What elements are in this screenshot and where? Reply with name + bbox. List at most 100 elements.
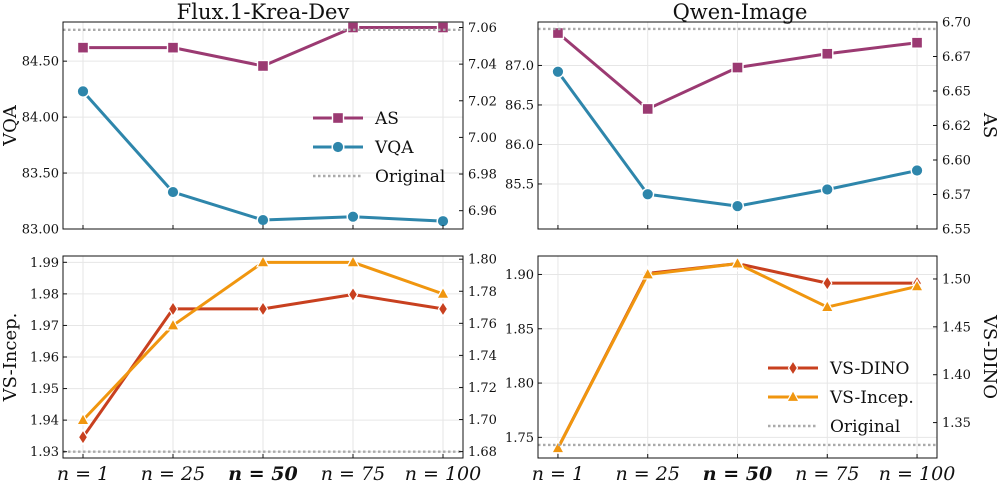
qwen-top-right-tick-label: 6.60 (942, 154, 971, 169)
qwen-bottom-legend-vs-incep-marker (785, 389, 801, 403)
flux-bottom-series-vs-dino-point-1 (77, 429, 89, 446)
flux-bottom-panel: 1.93 1.94 1.95 1.96 1.97 1.98 1.99 1.68 1.70 1.72… (0, 253, 497, 485)
flux-bottom-left-tick-label: 1.96 (30, 351, 59, 366)
qwen-top-series-as-point-5 (910, 36, 924, 49)
flux-bottom-series-vs-dino-point-2 (167, 300, 179, 318)
flux-bottom-series-vs-incep-point-1 (75, 412, 91, 426)
flux-top-series-as-point-1 (76, 41, 90, 54)
flux-top-series-as-point-3 (256, 59, 270, 73)
flux-top-legend-as-marker (331, 111, 345, 125)
flux-bottom-right-tick-label: 1.68 (468, 445, 497, 460)
flux-bottom-left-tick-label: 1.98 (30, 287, 59, 302)
flux-top-right-tick-label: 7.04 (468, 58, 497, 73)
qwen-bottom-legend-vs-dino-label: VS-DINO (829, 359, 909, 379)
qwen-bottom-right-tick-label: 1.40 (942, 368, 971, 383)
qwen-top-right-axis-label: AS (979, 112, 997, 138)
qwen-bottom-right-axis-label: VS-DINO (979, 314, 997, 399)
qwen-bottom-x-tick-label: n = 50 (703, 463, 772, 485)
qwen-top-left-tick-label: 87.0 (505, 59, 534, 74)
flux-bottom-series-vs-dino-point-3 (257, 300, 269, 318)
flux-bottom-series-vs-dino-point-4 (347, 286, 359, 303)
qwen-bottom-series-vs-incep-point-3 (730, 255, 745, 269)
flux-top-series-vqa-point-2 (166, 185, 180, 199)
flux-top-legend-vqa-label: VQA (374, 138, 414, 158)
qwen-bottom-series-vs-incep-point-4 (820, 299, 835, 313)
qwen-top-series-as-point-4 (821, 47, 834, 60)
flux-bottom-series-vs-dino-point-5 (437, 300, 449, 318)
flux-top-left-tick-label: 84.00 (22, 111, 59, 126)
flux-bottom-left-tick-label: 1.94 (30, 414, 59, 429)
flux-bottom-x-tick-label: n = 100 (405, 463, 482, 485)
qwen-top-left-tick-label: 85.5 (505, 177, 534, 192)
qwen-bottom-left-tick-label: 1.75 (505, 431, 534, 446)
flux-bottom-series-vs-incep-point-4 (345, 254, 361, 268)
flux-top-title: Flux.1-Krea-Dev (177, 0, 350, 24)
flux-top-right-tick-label: 7.00 (468, 131, 497, 146)
flux-top-series-as-point-5 (436, 21, 450, 34)
qwen-top-right-tick-label: 6.70 (942, 16, 971, 31)
flux-bottom-right-tick-label: 1.78 (468, 285, 497, 300)
qwen-bottom-right-tick-label: 1.45 (942, 320, 971, 335)
qwen-top-series-vqa-point-5 (910, 164, 924, 178)
flux-top-left-tick-label: 83.50 (22, 167, 59, 182)
flux-top-right-tick-label: 6.96 (468, 204, 497, 219)
flux-bottom-left-tick-label: 1.93 (30, 445, 59, 460)
qwen-top-series-vqa-point-3 (731, 199, 745, 213)
qwen-bottom-legend: VS-DINO VS-Incep. Original (768, 359, 914, 437)
flux-bottom-left-axis-label: VS-Incep. (0, 313, 21, 403)
flux-top-series-as-point-2 (166, 41, 180, 54)
flux-bottom-right-tick-label: 1.70 (468, 413, 497, 428)
flux-bottom-right-tick-label: 1.76 (468, 317, 497, 332)
flux-top-right-tick-label: 7.06 (468, 21, 497, 36)
qwen-top-right-tick-label: 6.62 (942, 119, 971, 134)
qwen-bottom-left-tick-label: 1.80 (505, 377, 534, 392)
qwen-top-series-vqa-point-4 (820, 182, 834, 196)
flux-bottom-left-tick-label: 1.97 (30, 319, 59, 334)
flux-bottom-series-vs-incep-point-2 (165, 317, 181, 331)
qwen-top-left-tick-label: 86.0 (505, 138, 534, 153)
flux-bottom-right-tick-label: 1.80 (468, 253, 497, 268)
flux-top-right-tick-label: 7.02 (468, 94, 497, 109)
flux-top-legend: AS VQA Original (313, 109, 445, 187)
qwen-bottom-legend-original-label: Original (830, 417, 900, 437)
qwen-bottom-right-tick-label: 1.35 (942, 416, 971, 431)
flux-top-left-tick-label: 83.00 (22, 223, 59, 238)
qwen-bottom-x-tick-label: n = 100 (879, 463, 956, 485)
qwen-bottom-series-vs-dino-point-4 (822, 275, 833, 292)
flux-bottom-x-tick-label: n = 50 (228, 463, 297, 485)
flux-top-series-vqa-point-4 (346, 210, 360, 224)
qwen-bottom-series-vs-incep-point-2 (640, 266, 655, 280)
flux-top-legend-original-label: Original (375, 167, 445, 187)
flux-bottom-right-tick-label: 1.74 (468, 349, 497, 364)
qwen-top-series-as-point-3 (731, 61, 744, 74)
qwen-bottom-x-tick-label: n = 25 (616, 463, 680, 485)
qwen-bottom-left-tick-label: 1.85 (505, 322, 534, 337)
qwen-bottom-series-vs-incep-point-5 (910, 278, 925, 292)
qwen-top-right-tick-label: 6.65 (942, 85, 971, 100)
flux-bottom-right-tick-label: 1.72 (468, 381, 497, 396)
flux-top-right-tick-label: 6.98 (468, 168, 497, 183)
qwen-top-title: Qwen-Image (673, 0, 808, 24)
qwen-top-left-tick-label: 86.5 (505, 98, 534, 113)
flux-top-left-axis-label: VQA (0, 104, 21, 147)
flux-bottom-series-vs-incep-point-3 (255, 254, 271, 268)
qwen-bottom-right-tick-label: 1.50 (942, 272, 971, 287)
flux-top-legend-vqa-marker (331, 140, 345, 154)
flux-top-legend-as-label: AS (374, 109, 399, 129)
qwen-top-series-vqa-point-1 (551, 65, 565, 79)
flux-bottom-left-tick-label: 1.99 (30, 256, 59, 271)
flux-bottom-x-tick-label: n = 25 (141, 463, 205, 485)
qwen-top-panel: 85.5 86.0 86.5 87.0 6.55 6.57 6.60 6.62 6.65 6.67… (505, 0, 997, 238)
qwen-bottom-panel: 1.75 1.80 1.85 1.90 1.35 1.40 1.45 1.50 n = 1 n =… (505, 255, 997, 485)
qwen-top-series-vqa-point-2 (641, 187, 655, 201)
qwen-top-right-tick-label: 6.57 (942, 188, 971, 203)
flux-top-series-vqa-point-3 (256, 213, 270, 227)
flux-bottom-series-vs-incep-point-5 (435, 286, 451, 299)
flux-bottom-x-tick-label: n = 75 (321, 463, 385, 485)
qwen-bottom-x-tick-label: n = 75 (795, 463, 859, 485)
qwen-bottom-x-tick-label: n = 1 (532, 463, 584, 485)
flux-top-panel: 83.00 83.50 84.00 84.50 6.96 6.98 7.00 7.02 7.04… (0, 0, 497, 238)
flux-bottom-x-tick-label: n = 1 (57, 463, 109, 485)
flux-top-left-tick-label: 84.50 (22, 55, 59, 70)
